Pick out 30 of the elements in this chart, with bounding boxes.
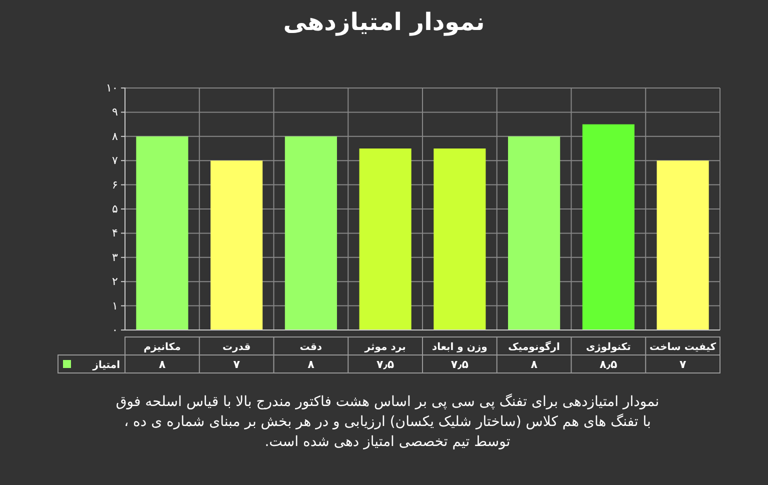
y-tick-label: ۸ xyxy=(112,130,118,143)
x-tick-label: قدرت xyxy=(222,342,251,353)
y-tick-label: ۹ xyxy=(112,106,118,119)
x-tick-label: مکانیزم xyxy=(144,342,181,353)
data-label: ۸ xyxy=(530,358,538,371)
chart-title: نمودار امتیازدهی xyxy=(282,8,486,36)
y-tick-label: ۳ xyxy=(112,252,118,264)
y-tick-label: ۶ xyxy=(112,179,118,192)
data-label: ۸٫۵ xyxy=(600,358,618,371)
data-label: ۸ xyxy=(308,358,315,371)
y-tick-label: ۵ xyxy=(112,204,118,216)
y-tick-label: ۰ xyxy=(112,324,118,337)
y-tick-label: ۴ xyxy=(112,228,118,240)
x-tick-label: ارگونومیک xyxy=(508,340,560,353)
x-tick-label: تکنولوژی xyxy=(586,342,632,353)
text: نمودار امتیازدهی برای تفنگ پی سی پی بر اساس هشت فاکتور مندرج بالا با قیاس اسلحه فوق با تفنگ های هم کلاس (ساختار شلیک یکسان) ارزیابی و در هر بخش بر مبنای شماره ی ده ، توسط تیم تخصصی امتیاز دهی شده است. xyxy=(115,392,660,452)
x-tick-label: کیفیت ساخت xyxy=(649,342,716,353)
x-tick-label: دقت xyxy=(300,342,322,353)
data-label: ۸ xyxy=(158,358,166,371)
y-tick-label: ۱ xyxy=(112,300,118,312)
data-label: ۷ xyxy=(679,358,686,371)
data-label: ۷٫۵ xyxy=(376,358,394,371)
y-tick-label: ۷ xyxy=(112,155,118,168)
data-label: ۷ xyxy=(233,358,240,371)
x-tick-label: وزن و ابعاد xyxy=(432,342,488,353)
y-tick-label: ۲ xyxy=(112,276,118,288)
legend-label: امتیاز xyxy=(92,360,120,371)
data-label: ۷٫۵ xyxy=(450,358,469,371)
x-tick-label: برد موثر xyxy=(364,342,406,353)
y-tick-label: ۱۰ xyxy=(106,82,118,95)
